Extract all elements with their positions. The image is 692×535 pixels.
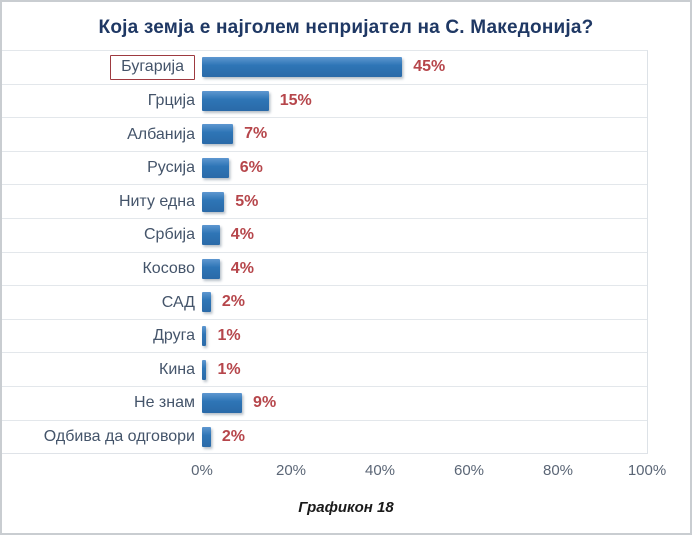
category-label-cell: Косово: [2, 260, 202, 278]
bar: [202, 158, 229, 179]
bar-track: 2%: [202, 286, 647, 319]
category-label-cell: Србија: [2, 226, 202, 244]
bar-track: 2%: [202, 421, 647, 454]
category-label-cell: Друга: [2, 327, 202, 345]
bar: [202, 258, 220, 279]
category-label: Не знам: [134, 394, 195, 412]
x-axis-tick-label: 60%: [453, 462, 485, 480]
category-label-cell: Кина: [2, 361, 202, 379]
chart-row: Србија 4%: [2, 219, 647, 253]
x-axis-tick-label: 20%: [275, 462, 307, 480]
category-label: Кина: [159, 360, 195, 378]
x-axis-tick-label: 80%: [542, 462, 574, 480]
category-label: Србија: [143, 226, 195, 244]
bar-track: 5%: [202, 185, 647, 218]
value-label: 2%: [221, 293, 246, 311]
category-label: Косово: [142, 260, 195, 278]
bar: [202, 393, 243, 414]
bar: [202, 326, 207, 347]
chart-row: САД 2%: [2, 286, 647, 320]
bar-track: 15%: [202, 85, 647, 118]
value-label: 15%: [279, 91, 312, 109]
bar: [202, 225, 220, 246]
value-label: 1%: [217, 327, 241, 345]
bar: [202, 124, 234, 145]
category-label-cell: Бугарија: [2, 55, 202, 80]
category-label: Русија: [147, 159, 195, 177]
value-label: 6%: [239, 159, 263, 177]
bar-track: 7%: [202, 118, 647, 151]
value-label: 4%: [230, 226, 254, 244]
bar-track: 45%: [202, 51, 647, 84]
bar-track: 4%: [202, 219, 647, 252]
category-label-cell: САД: [2, 294, 202, 312]
chart-row: Русија 6%: [2, 152, 647, 186]
bar-chart: Бугарија 45% Грција 15% Албанија 7% Русија 6% Ни…: [2, 50, 666, 486]
bar-track: 1%: [202, 353, 647, 386]
chart-row: Ниту една 5%: [2, 185, 647, 219]
value-label: 5%: [235, 192, 259, 210]
chart-row: Друга 1%: [2, 320, 647, 354]
x-axis: 0% 20% 40% 60% 80% 100%: [191, 462, 666, 486]
chart-row: Албанија 7%: [2, 118, 647, 152]
bar: [202, 191, 225, 212]
value-label: 45%: [413, 58, 446, 76]
value-label: 9%: [253, 394, 277, 412]
bar-track: 4%: [202, 253, 647, 286]
x-axis-tick-label: 0%: [191, 462, 213, 480]
category-label-cell: Грција: [2, 92, 202, 110]
bar: [202, 292, 211, 313]
bar: [202, 359, 207, 380]
chart-rows: Бугарија 45% Грција 15% Албанија 7% Русија 6% Ни…: [2, 50, 648, 455]
category-label: Албанија: [127, 125, 195, 143]
bar: [202, 57, 403, 78]
bar-track: 6%: [202, 152, 647, 185]
chart-row: Одбива да одговори 2%: [2, 421, 647, 454]
category-label-cell: Албанија: [2, 126, 202, 144]
value-label: 2%: [221, 427, 246, 445]
chart-row: Кина 1%: [2, 353, 647, 387]
bar-track: 9%: [202, 387, 647, 420]
category-label: САД: [161, 293, 195, 311]
value-label: 4%: [230, 259, 254, 277]
bar: [202, 90, 269, 111]
category-label: Ниту една: [118, 192, 195, 210]
x-axis-tick-label: 40%: [364, 462, 396, 480]
x-axis-tick-label: 100%: [627, 462, 667, 480]
value-label: 1%: [217, 360, 241, 378]
bar-track: 1%: [202, 320, 647, 353]
chart-row: Бугарија 45%: [2, 51, 647, 85]
category-label: Одбива да одговори: [43, 428, 195, 446]
category-label-cell: Не знам: [2, 394, 202, 412]
category-label-cell: Русија: [2, 159, 202, 177]
category-label-cell: Ниту една: [2, 193, 202, 211]
bar: [202, 426, 211, 447]
value-label: 7%: [244, 125, 268, 143]
chart-title: Која земја е најголем непријател на С. М…: [98, 17, 594, 38]
category-label-cell: Одбива да одговори: [2, 428, 202, 446]
category-label: Друга: [153, 327, 195, 345]
category-label: Грција: [147, 92, 195, 110]
chart-row: Грција 15%: [2, 85, 647, 119]
figure-caption: Графикон 18: [298, 499, 394, 517]
chart-row: Косово 4%: [2, 253, 647, 287]
category-label-highlighted: Бугарија: [110, 55, 195, 80]
chart-row: Не знам 9%: [2, 387, 647, 421]
